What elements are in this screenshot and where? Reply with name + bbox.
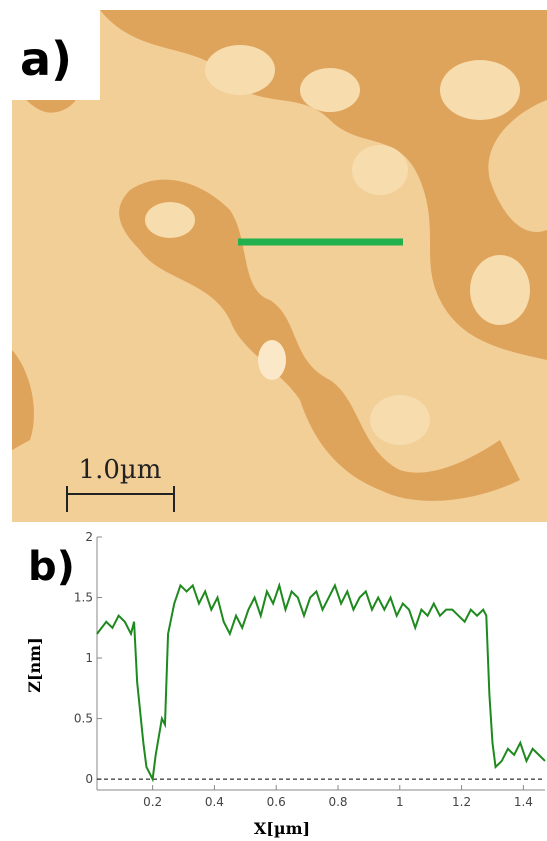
y-tick-label: 0 bbox=[85, 772, 93, 786]
x-tick-label: 0.6 bbox=[267, 795, 286, 809]
x-tick-label: 0.8 bbox=[328, 795, 347, 809]
y-tick-label: 0.5 bbox=[74, 712, 93, 726]
x-axis-label: X[µm] bbox=[254, 819, 310, 838]
panel-label: a) bbox=[20, 32, 72, 86]
profile-line bbox=[96, 581, 546, 783]
x-tick-label: 1.4 bbox=[514, 795, 533, 809]
y-tick-label: 1.5 bbox=[74, 591, 93, 605]
panel-label: b) bbox=[28, 544, 75, 590]
panel-label-box bbox=[0, 0, 100, 100]
afm-islands bbox=[145, 45, 530, 445]
x-tick-label: 0.4 bbox=[205, 795, 224, 809]
afm-image: a) 1.0µm bbox=[0, 0, 547, 522]
afm-particle bbox=[258, 340, 286, 380]
scale-bar-label: 1.0µm bbox=[79, 455, 162, 485]
x-tick-label: 1.2 bbox=[452, 795, 471, 809]
x-tick-label: 0.2 bbox=[143, 795, 162, 809]
y-axis-label: Z[nm] bbox=[25, 637, 44, 692]
y-tick-label: 1 bbox=[85, 651, 93, 665]
y-tick-label: 2 bbox=[85, 530, 93, 544]
scale-bar bbox=[66, 486, 175, 512]
x-tick-label: 1 bbox=[396, 795, 404, 809]
